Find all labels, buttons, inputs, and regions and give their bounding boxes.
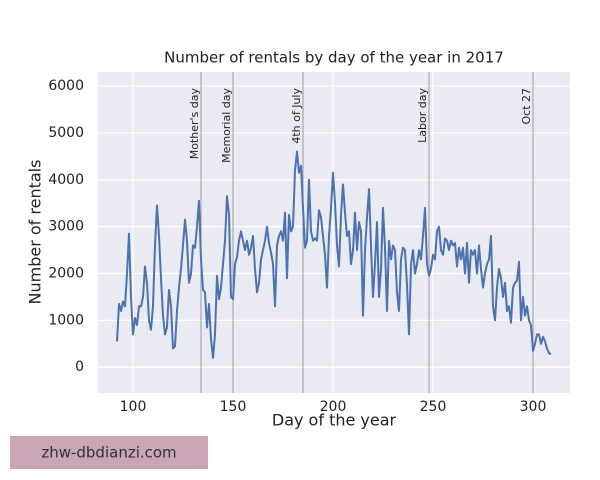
x-axis-label: Day of the year (272, 411, 397, 430)
y-tick-label: 5000 (48, 125, 84, 141)
annotation-label: Oct 27 (520, 88, 533, 125)
watermark: zhw-dbdianzi.com (41, 444, 176, 462)
x-tick-label: 200 (320, 399, 347, 415)
y-tick-label: 2000 (48, 266, 84, 282)
annotation-label: Labor day (416, 88, 429, 143)
y-tick-label: 3000 (48, 219, 84, 235)
x-tick-label: 150 (220, 399, 247, 415)
y-tick-label: 6000 (48, 78, 84, 94)
y-axis-label: Number of rentals (26, 160, 45, 305)
annotation-label: 4th of July (290, 88, 303, 144)
plot-area (98, 72, 570, 393)
y-tick-label: 4000 (48, 172, 84, 188)
data-line (116, 150, 552, 359)
watermark-box (10, 436, 208, 469)
annotation-label: Memorial day (220, 88, 233, 163)
x-tick-label: 300 (520, 399, 547, 415)
x-tick-label: 100 (120, 399, 147, 415)
y-tick-label: 1000 (48, 312, 84, 328)
y-tick-label: 0 (75, 359, 84, 375)
chart-title: Number of rentals by day of the year in … (164, 49, 504, 67)
annotation-label: Mother's day (188, 88, 201, 160)
x-tick-label: 250 (420, 399, 447, 415)
